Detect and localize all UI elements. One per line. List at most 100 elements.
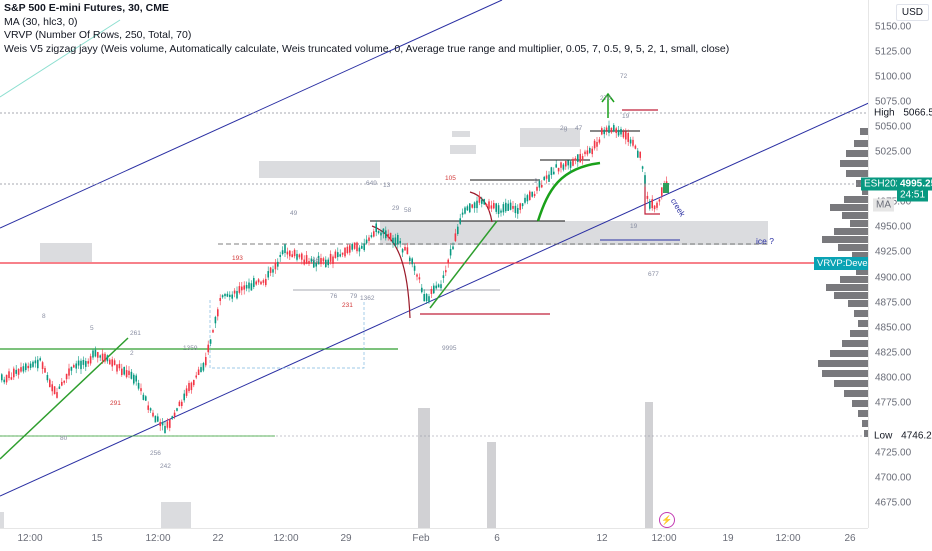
- candle-body: [265, 278, 267, 286]
- candle-body: [656, 202, 658, 208]
- candle-body: [243, 285, 245, 290]
- price-scale[interactable]: USD 5150.00 5125.00 5100.00 5075.00 5050.00 5…: [861, 0, 932, 528]
- candle-body: [286, 251, 289, 255]
- gray-zone: [380, 221, 768, 245]
- price-tick-label: 4925.00: [875, 246, 912, 258]
- candle-body: [646, 195, 649, 199]
- candle-body: [469, 203, 471, 213]
- candle-body: [65, 373, 68, 380]
- candle-body: [512, 205, 514, 209]
- candle-body: [37, 359, 39, 369]
- time-tick-label: 12:00: [273, 533, 299, 544]
- green-trend-line-2: [429, 220, 498, 309]
- candle-body: [183, 393, 185, 401]
- candle-body: [442, 275, 445, 279]
- candle-body: [397, 234, 399, 244]
- candle-body: [17, 368, 20, 375]
- candle-body: [533, 193, 536, 197]
- candle-body: [272, 269, 274, 273]
- lightning-icon[interactable]: ⚡: [659, 512, 675, 528]
- weis-volume-label: 72: [620, 73, 628, 80]
- volume-bar: [645, 402, 653, 528]
- volume-profile-bar: [862, 188, 868, 195]
- weis-volume-label: 677: [648, 271, 659, 278]
- price-tick-label: 5050.00: [875, 121, 912, 133]
- weis-volume-label: 19: [630, 223, 638, 230]
- candle-body: [118, 363, 121, 369]
- price-tick-label: 4725.00: [875, 447, 912, 459]
- ma-indicator-label[interactable]: MA (30, hlc3, 0): [4, 15, 78, 28]
- candle-body: [341, 252, 344, 255]
- candle-body: [166, 421, 169, 428]
- candle-body: [70, 366, 73, 371]
- time-scale[interactable]: 12:00 15 12:00 22 12:00 29 Feb 6 12 12:00 19 12:00 2…: [0, 528, 868, 551]
- high-label: High: [874, 107, 895, 119]
- candle-body: [8, 371, 10, 379]
- candle-body: [49, 379, 51, 388]
- volume-profile-bar: [858, 320, 868, 327]
- channel-upper-line: [0, 0, 503, 229]
- candle-body: [601, 128, 603, 135]
- weis-indicator-label[interactable]: Weis V5 zigzag jayy (Weis volume, Automa…: [4, 42, 730, 55]
- candle-body: [313, 260, 315, 268]
- candle-body: [481, 199, 483, 204]
- candle-body: [334, 251, 337, 258]
- candle-body: [113, 360, 116, 366]
- candle-body: [591, 148, 593, 155]
- green-curve: [536, 161, 601, 222]
- price-tick-label: 4950.00: [875, 221, 912, 233]
- candle-body: [584, 151, 586, 155]
- candle-body: [277, 261, 279, 267]
- symbol-label: ESH2024: [864, 178, 907, 190]
- volume-profile-bar: [842, 212, 868, 219]
- candle-body: [248, 282, 250, 289]
- price-tick-label: 4800.00: [875, 372, 912, 384]
- candle-body: [622, 131, 625, 138]
- weis-volume-label: 2: [130, 350, 134, 357]
- symbol-title[interactable]: S&P 500 E-mini Futures, 30, CME: [4, 2, 169, 14]
- candle-body: [377, 230, 380, 234]
- candle-body: [233, 290, 236, 294]
- candle-body: [58, 386, 61, 389]
- volume-profile-bar: [854, 310, 868, 317]
- weis-volume-label: 9995: [442, 345, 457, 352]
- candle-body: [608, 125, 610, 134]
- candle-body: [190, 382, 193, 391]
- currency-button[interactable]: USD: [895, 4, 929, 21]
- candle-body: [332, 256, 334, 264]
- candle-body: [538, 180, 541, 188]
- candle-body: [557, 167, 560, 172]
- candle-body: [221, 295, 224, 298]
- candle-body: [401, 249, 404, 253]
- candle-body: [466, 206, 469, 211]
- candle-body: [394, 237, 397, 246]
- chart-legend: S&P 500 E-mini Futures, 30, CME MA (30, …: [4, 2, 729, 56]
- candle-body: [128, 370, 130, 375]
- chart-pane[interactable]: S&P 500 E-mini Futures, 30, CME MA (30, …: [0, 0, 868, 528]
- candle-body: [389, 232, 392, 241]
- candle-body: [593, 140, 596, 149]
- candle-body: [473, 202, 476, 209]
- candle-body: [53, 386, 56, 395]
- weis-volume-label: 80: [60, 435, 68, 442]
- candle-body: [209, 339, 212, 344]
- candle-body: [605, 127, 608, 131]
- channel-lower-line: [0, 102, 868, 497]
- candle-body: [565, 161, 567, 167]
- candle-body: [361, 245, 363, 249]
- candle-body: [387, 233, 389, 238]
- last-candle-marker: [663, 183, 669, 193]
- vrvp-indicator-label[interactable]: VRVP (Number Of Rows, 250, Total, 70): [4, 29, 192, 41]
- candle-body: [555, 164, 557, 168]
- candle-body: [440, 284, 442, 289]
- volume-profile-bar: [830, 350, 868, 357]
- candle-body: [291, 254, 293, 258]
- candle-body: [15, 369, 17, 374]
- candle-body: [581, 156, 584, 161]
- price-chart[interactable]: 8 5 2 80 256 242 49 48 76 79 29 58 649 13 105 2g 47 72 270…: [0, 0, 868, 528]
- candle-body: [44, 368, 46, 373]
- green-arrow-head: [601, 92, 615, 103]
- candle-body: [157, 416, 159, 422]
- dashed-projection-box: [209, 300, 365, 369]
- candle-body: [80, 360, 82, 370]
